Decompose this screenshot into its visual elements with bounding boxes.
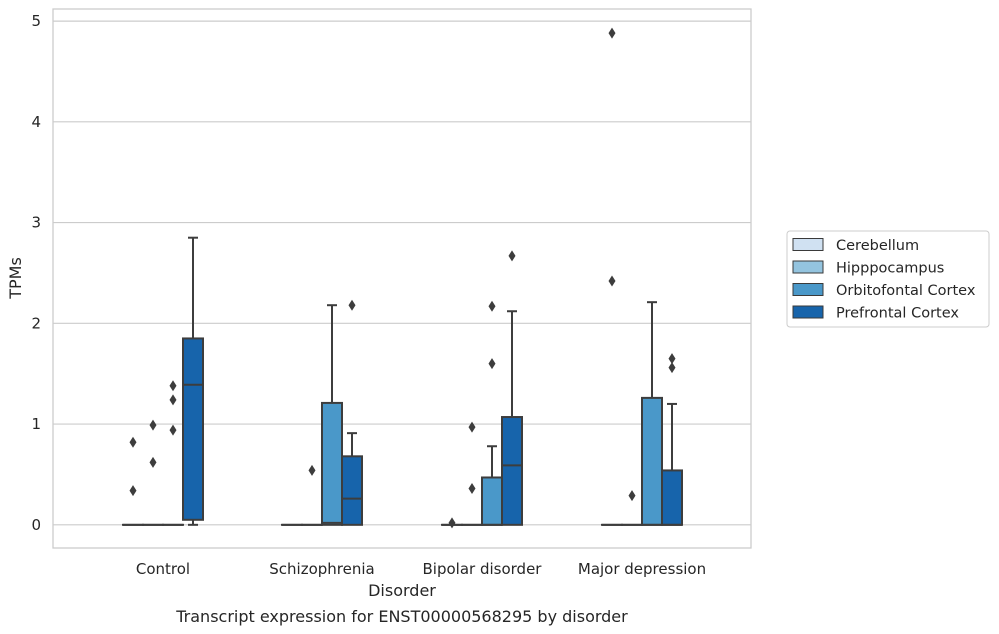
legend-swatch [792, 260, 824, 274]
outlier-point [608, 275, 616, 287]
legend-frame [786, 230, 990, 328]
outlier-point [169, 380, 177, 392]
y-tick-label: 1 [31, 415, 41, 433]
outlier-point [668, 362, 676, 374]
y-tick-labels: 0 1 2 3 4 5 [31, 12, 41, 534]
outlier-point [628, 490, 636, 502]
x-tick-label: Control [136, 560, 190, 578]
outlier-point [508, 250, 516, 262]
legend-swatch [792, 283, 824, 296]
box-3-0 [182, 236, 204, 526]
box-body [321, 401, 343, 526]
legend-swatch [792, 305, 824, 319]
chart-caption: Transcript expression for ENST0000056829… [175, 607, 628, 626]
y-tick-label: 5 [31, 12, 41, 30]
outlier-point [468, 421, 476, 433]
outlier-point [668, 353, 676, 365]
outlier-point [448, 517, 456, 529]
legend-label: Orbitofontal Cortex [836, 283, 976, 299]
outlier-point [348, 299, 356, 311]
outlier-point [169, 394, 177, 406]
box-body [641, 396, 663, 526]
x-tick-label: Major depression [578, 560, 706, 578]
outlier-point [608, 27, 616, 39]
outlier-point [308, 464, 316, 476]
legend-label: Cerebellum [836, 238, 919, 254]
box-body [661, 469, 683, 526]
outlier-point [169, 424, 177, 436]
x-axis-label: Disorder [368, 581, 436, 600]
outlier-point [488, 300, 496, 312]
boxes [122, 236, 683, 526]
y-tick-label: 2 [31, 314, 41, 332]
plot-area-frame [52, 8, 752, 549]
outlier-point [468, 483, 476, 495]
legend-label: Hipppocampus [836, 261, 944, 277]
x-tick-label: Schizophrenia [269, 560, 374, 578]
x-tick-labels: Control Schizophrenia Bipolar disorder Majo… [136, 560, 706, 578]
outlier-point [129, 485, 137, 497]
box-body [182, 337, 204, 521]
outlier-point [488, 358, 496, 370]
legend-swatch [792, 238, 824, 251]
box-3-1 [341, 432, 363, 526]
outlier-point [149, 419, 157, 431]
y-axis-label: TPMs [6, 257, 25, 300]
box-2-1 [321, 304, 343, 526]
y-tick-label: 0 [31, 516, 41, 534]
y-tick-label: 3 [31, 214, 41, 232]
box-2-2 [481, 445, 503, 526]
box-body [501, 416, 523, 526]
outlier-point [129, 436, 137, 448]
x-tick-label: Bipolar disorder [423, 560, 543, 578]
legend: Cerebellum Hipppocampus Orbitofontal Corte… [786, 230, 990, 328]
box-3-2 [501, 310, 523, 526]
outlier-point [149, 456, 157, 468]
y-tick-label: 4 [31, 113, 41, 131]
box-body [341, 455, 363, 526]
box-3-3 [661, 402, 683, 526]
outlier-points [129, 27, 676, 529]
box-2-3 [641, 301, 663, 526]
legend-label: Prefrontal Cortex [836, 306, 959, 322]
box-body [481, 476, 503, 526]
